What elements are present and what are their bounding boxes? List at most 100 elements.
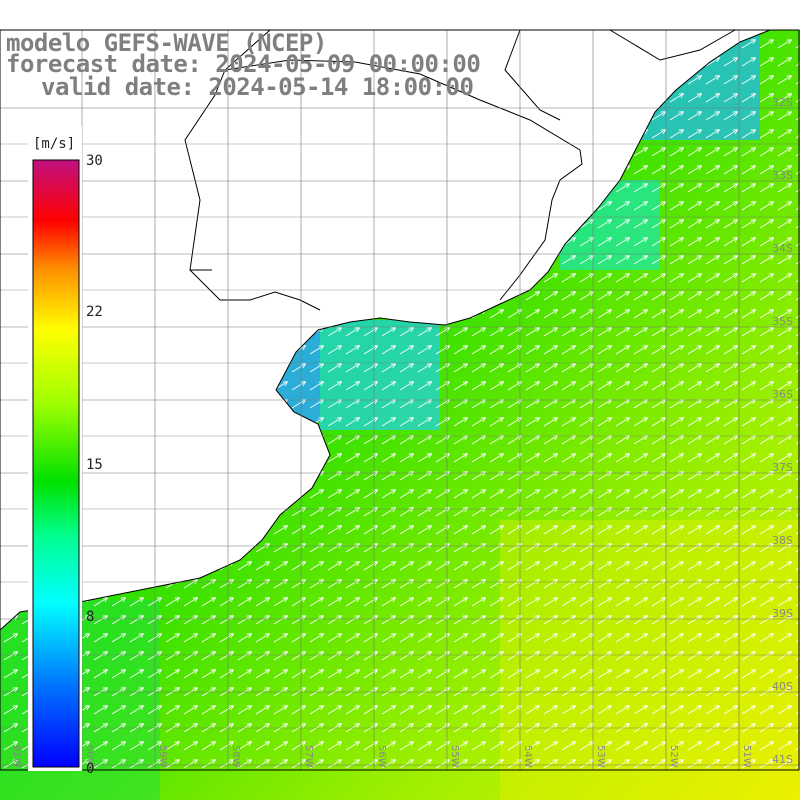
- wind-arrow: [399, 112, 413, 121]
- wind-arrow: [723, 112, 737, 121]
- wind-arrow: [777, 76, 791, 85]
- wind-arrow: [75, 112, 89, 121]
- wind-arrow: [255, 238, 269, 247]
- wind-arrow: [237, 328, 251, 337]
- wind-arrow: [3, 418, 17, 427]
- wind-arrow: [687, 238, 701, 247]
- wind-arrow: [507, 346, 521, 355]
- wind-arrow: [93, 238, 107, 247]
- wind-arrow: [273, 598, 287, 607]
- wind-arrow: [471, 40, 485, 49]
- wind-arrow: [471, 400, 485, 409]
- wind-arrow: [327, 652, 341, 661]
- wind-arrow: [507, 580, 521, 589]
- wind-arrow: [795, 165, 800, 175]
- wind-arrow: [489, 454, 503, 463]
- wind-arrow: [255, 184, 269, 193]
- wind-arrow: [741, 382, 755, 391]
- wind-arrow: [489, 580, 503, 589]
- wind-arrow: [471, 634, 485, 643]
- wind-arrow: [543, 634, 557, 643]
- wind-arrow: [507, 400, 521, 409]
- wind-arrow: [129, 526, 143, 535]
- wind-arrow: [705, 76, 719, 85]
- wind-arrow: [201, 382, 215, 391]
- wind-arrow: [759, 526, 773, 535]
- wind-arrow: [579, 130, 593, 139]
- wind-arrow: [111, 220, 125, 229]
- wind-arrow: [273, 346, 287, 355]
- wind-arrow: [147, 418, 161, 427]
- wind-arrow: [705, 310, 719, 319]
- wind-arrow: [129, 634, 143, 643]
- wind-arrow: [309, 130, 323, 139]
- wind-arrow: [219, 508, 233, 517]
- wind-arrow: [417, 220, 431, 229]
- wind-arrow: [345, 418, 359, 427]
- wind-arrow: [759, 238, 773, 247]
- wind-arrow: [381, 508, 395, 517]
- wind-arrow: [201, 238, 215, 247]
- wind-arrow: [381, 382, 395, 391]
- wind-arrow: [507, 76, 521, 85]
- wind-arrow: [507, 148, 521, 157]
- wind-arrow: [201, 256, 215, 265]
- wind-arrow: [363, 400, 377, 409]
- wind-arrow: [165, 238, 179, 247]
- wind-arrow: [471, 616, 485, 625]
- wind-arrow: [291, 148, 305, 157]
- wind-arrow: [183, 400, 197, 409]
- wind-arrow: [147, 328, 161, 337]
- wind-arrow: [651, 382, 665, 391]
- wind-arrow: [219, 418, 233, 427]
- wind-arrow: [507, 274, 521, 283]
- wind-arrow: [561, 364, 575, 373]
- wind-arrow: [453, 256, 467, 265]
- wind-arrow: [219, 220, 233, 229]
- wind-arrow: [543, 58, 557, 67]
- wind-arrow: [273, 166, 287, 175]
- wind-arrow: [201, 616, 215, 625]
- wind-arrow: [687, 346, 701, 355]
- wind-arrow: [165, 544, 179, 553]
- wind-arrow: [309, 166, 323, 175]
- wind-arrow: [597, 148, 611, 157]
- wind-arrow: [201, 220, 215, 229]
- wind-arrow: [273, 490, 287, 499]
- wind-arrow: [183, 454, 197, 463]
- wind-arrow: [399, 166, 413, 175]
- wind-arrow: [363, 112, 377, 121]
- wind-arrow: [543, 148, 557, 157]
- wind-arrow: [327, 40, 341, 49]
- wind-arrow: [219, 400, 233, 409]
- wind-arrow: [597, 364, 611, 373]
- wind-arrow: [93, 490, 107, 499]
- wind-arrow: [399, 454, 413, 463]
- wind-arrow: [3, 364, 17, 373]
- wind-arrow: [597, 166, 611, 175]
- wind-arrow: [651, 562, 665, 571]
- wind-arrow: [381, 418, 395, 427]
- wind-arrow: [759, 130, 773, 139]
- wind-arrow: [777, 634, 791, 643]
- wind-arrow: [741, 202, 755, 211]
- wind-arrow: [507, 508, 521, 517]
- wind-arrow: [147, 310, 161, 319]
- wind-arrow: [543, 166, 557, 175]
- wind-arrow: [795, 489, 800, 499]
- wind-arrow: [111, 652, 125, 661]
- wind-arrow: [219, 346, 233, 355]
- wind-arrow: [147, 130, 161, 139]
- wind-arrow: [507, 652, 521, 661]
- wind-arrow: [129, 562, 143, 571]
- wind-arrow: [291, 274, 305, 283]
- wind-arrow: [201, 130, 215, 139]
- wind-arrow: [525, 580, 539, 589]
- wind-arrow: [309, 508, 323, 517]
- colorbar-unit: [m/s]: [33, 136, 75, 152]
- wind-arrow: [291, 544, 305, 553]
- wind-arrow: [633, 526, 647, 535]
- wind-arrow: [471, 382, 485, 391]
- wind-arrow: [669, 94, 683, 103]
- wind-arrow: [93, 652, 107, 661]
